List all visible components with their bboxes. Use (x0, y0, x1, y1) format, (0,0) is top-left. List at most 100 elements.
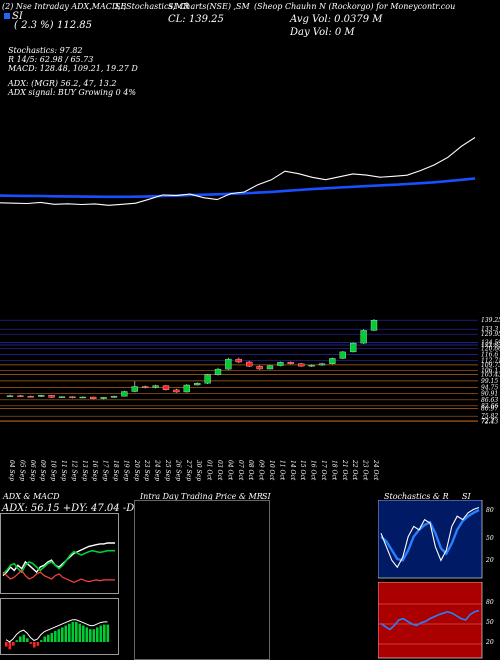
ticker-label: SI (12, 11, 23, 22)
date-tick-label: 01 Oct (206, 460, 213, 481)
candle-body (100, 397, 107, 399)
date-tick-label: 16 Oct (310, 460, 317, 481)
date-tick-label: 19 Sep (122, 460, 129, 481)
price-tick-label: 72.43 (481, 418, 498, 425)
mrsi-panel: 80 50 20 (378, 582, 494, 659)
price-tick-label: 109.73 (481, 362, 500, 369)
candle-body (370, 320, 378, 331)
candle-body (90, 396, 97, 399)
candle-body (360, 330, 367, 344)
price-tick-label: 99.15 (481, 378, 498, 385)
date-tick-label: 27 Sep (185, 459, 192, 481)
plus-di-line (2, 549, 115, 575)
candle-body (110, 396, 118, 398)
macd-bar (92, 629, 96, 642)
macd-readout: MACD: 128.48, 109.21, 19.27 D (8, 64, 138, 73)
candle-body (173, 389, 180, 393)
price-tick-label: 122.83 (481, 342, 500, 349)
date-tick-label: 25 Sep (164, 459, 171, 481)
mrsi-line (380, 609, 480, 631)
price-line (0, 137, 476, 206)
macd-bar (8, 642, 12, 650)
date-tick-label: 10 Oct (268, 460, 275, 481)
candle-body (48, 395, 55, 398)
date-axis: 04 Sep 05 Sep 06 Sep 09 Sep 10 Sep 11 Sep 12 S… (8, 459, 379, 481)
price-tick-label: 72.7 (481, 418, 495, 425)
candle-body (69, 396, 76, 398)
prev-close-pct: ( 2.3 %) (14, 20, 54, 31)
price-tick-label: 112.71 (481, 357, 500, 364)
macd-bar (71, 621, 75, 642)
macd-bar (26, 638, 29, 642)
date-tick-label: 21 Oct (341, 459, 348, 481)
date-tick-label: 22 Oct (351, 459, 358, 481)
macd-bar (40, 640, 43, 642)
intraday-si: SI (262, 492, 271, 501)
date-tick-label: 15 Oct (299, 460, 306, 481)
macd-bar (33, 642, 36, 648)
price-tick-label: 139.25 (481, 317, 500, 324)
candle-body (17, 395, 24, 397)
candle-body (121, 391, 128, 397)
macd-bar (85, 627, 89, 642)
date-tick-label: 17 Oct (320, 460, 327, 481)
macd-bar (78, 623, 82, 642)
stoch-scale-50: 50 (486, 535, 494, 542)
candle-body (298, 363, 305, 367)
stoch-panel-bg (378, 500, 483, 579)
date-tick-label: 17 Sep (102, 460, 109, 481)
candle-body (131, 386, 138, 392)
ticker-box (4, 13, 10, 19)
candle-body (287, 362, 294, 364)
price-tick-label: 90.91 (481, 390, 498, 397)
candle-body (266, 365, 274, 370)
candle-body (142, 386, 149, 388)
intraday-panel (134, 500, 270, 660)
date-tick-label: 04 Oct (226, 460, 233, 481)
rsi-scale-80: 80 (486, 599, 494, 606)
stoch-si: SI (462, 492, 471, 501)
average-line (0, 177, 476, 199)
candle-body (329, 358, 336, 364)
macd-bar (54, 631, 57, 642)
r-readout: R 14/5: 62.98 / 65.73 (8, 55, 94, 64)
stochastics-readout: Stochastics: 97.82 (8, 46, 83, 55)
macd-bar (22, 634, 26, 642)
adx-readout: ADX: (MGR) 56.2, 47, 13.2 (8, 79, 117, 88)
macd-bar (19, 636, 22, 642)
date-tick-label: 18 Sep (112, 460, 119, 481)
macd-bar (68, 623, 71, 642)
candle-body (183, 384, 190, 393)
date-tick-label: 16 Sep (91, 460, 98, 481)
stoch-d-line (380, 509, 480, 562)
date-tick-label: 10 Sep (50, 460, 57, 481)
candle-body (308, 364, 315, 367)
date-tick-label: 14 Oct (289, 460, 296, 481)
candle-body (339, 351, 346, 359)
stoch-k-line (380, 506, 480, 569)
macd-bar (106, 624, 110, 642)
date-tick-label: 13 Sep (81, 460, 88, 481)
macd-panel (0, 598, 119, 655)
macd-bar (89, 629, 92, 642)
candle-body (318, 363, 326, 366)
candle-body (152, 385, 159, 388)
price-line-chart (0, 137, 476, 206)
close-value: 112.85 (57, 20, 92, 31)
date-tick-label: 23 Sep (143, 459, 150, 481)
header-source: SI Charts(NSE) ,SM (168, 2, 250, 11)
price-tick-label: 106.1 (481, 367, 498, 374)
candle-body (38, 395, 45, 397)
date-tick-label: 18 Oct (330, 460, 337, 481)
macd-bar (96, 627, 99, 642)
price-tick-label: 129.95 (481, 331, 500, 338)
candle-body (214, 368, 222, 375)
header-company: (Sheop Chauhn N (Rockorgo) for Moneycont… (254, 2, 456, 11)
price-tick-label: 94.75 (481, 385, 498, 392)
stoch-scale-20: 20 (485, 557, 494, 564)
day-vol-label: Day Vol: 0 M (290, 27, 355, 38)
avg-vol-label: Avg Vol: 0.0379 M (290, 14, 383, 25)
macd-bar (36, 642, 40, 646)
candle-body (58, 396, 66, 398)
stoch-title: Stochastics & R (384, 492, 449, 501)
